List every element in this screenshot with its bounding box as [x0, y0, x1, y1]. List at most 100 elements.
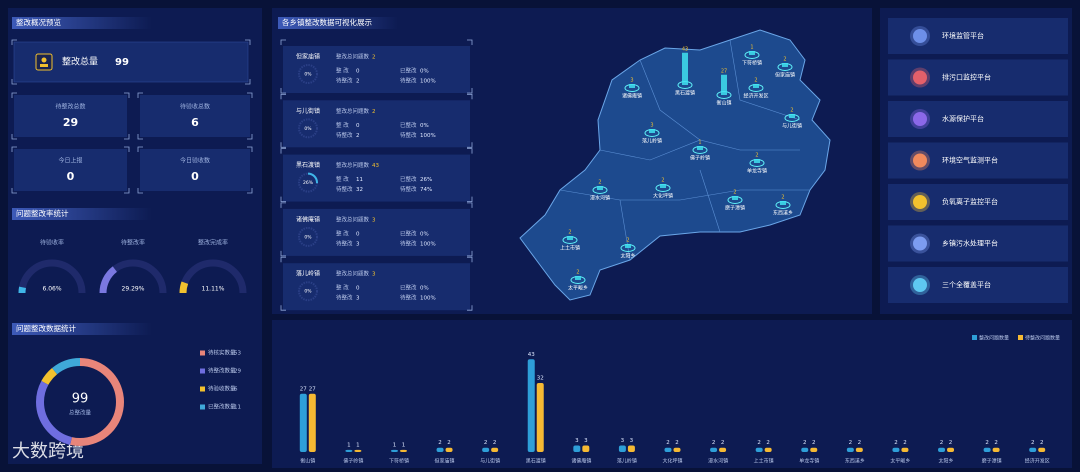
section-title: 整改概况预览	[16, 17, 61, 27]
town-card	[283, 154, 470, 202]
map-pin	[660, 184, 666, 188]
row-label: 整 改	[336, 229, 349, 237]
platform-name: 环境监管平台	[942, 31, 984, 40]
map-pin-label: 与儿街镇	[782, 123, 802, 130]
town-card	[283, 46, 470, 93]
x-tick-label: 经济开发区	[1025, 458, 1050, 465]
gauge-track	[18, 259, 86, 294]
bar	[855, 447, 863, 452]
row-label: 已整改	[400, 284, 417, 292]
x-tick-label: 与儿街镇	[480, 458, 500, 465]
legend-swatch	[1018, 335, 1023, 340]
stat-box	[140, 95, 250, 137]
platform-name: 环境空气监测平台	[942, 156, 998, 165]
total-value: 99	[115, 57, 129, 68]
row-label: 已整改	[400, 229, 417, 237]
bar	[527, 359, 535, 452]
bar	[345, 449, 353, 452]
legend-value: 53	[234, 351, 241, 357]
donut-total-label: 总整改量	[69, 409, 92, 417]
bar-value-label: 2	[985, 440, 989, 446]
x-tick-label: 上土市镇	[754, 458, 774, 465]
legend-value: 29	[234, 369, 241, 375]
town-name: 与儿街镇	[296, 107, 320, 115]
map-pin-value: 1	[750, 45, 753, 51]
bar-panel	[272, 320, 1072, 468]
stat-box	[140, 149, 250, 191]
stat-value: 6	[191, 116, 199, 129]
corner-marks	[280, 39, 473, 94]
x-tick-label: 太平畈乡	[890, 458, 910, 465]
map-pin-value: 2	[790, 108, 793, 114]
row-value: 74%	[420, 187, 432, 193]
town-card	[283, 100, 470, 148]
bar-value-label: 1	[402, 442, 406, 448]
stat-label: 今日验收数	[180, 157, 210, 165]
stat-value: 0	[67, 170, 75, 183]
bar	[445, 447, 453, 452]
bar	[755, 447, 763, 452]
watermark: 大数跨境	[12, 441, 84, 462]
bar-value-label: 2	[438, 440, 442, 446]
legend-value: 11	[234, 405, 241, 411]
bar	[992, 447, 1000, 452]
legend-name: 待整改数量	[208, 367, 236, 375]
bar	[710, 447, 718, 452]
stat-value: 0	[191, 170, 199, 183]
total-value: 2	[372, 55, 376, 61]
row-value: 32	[356, 187, 363, 193]
legend-name: 待核实数量	[208, 349, 236, 357]
bar-value-label: 2	[1031, 440, 1035, 446]
map-pin	[649, 129, 655, 133]
row-label: 待整改	[336, 294, 353, 302]
total-label: 整改总问题数	[336, 107, 370, 115]
town-name: 黑石渡镇	[296, 161, 320, 169]
map-borders	[559, 39, 810, 261]
row-value: 0%	[420, 123, 429, 129]
ring-label: 26%	[303, 180, 314, 186]
gauge-value-label: 11.11%	[202, 286, 225, 293]
total-label: 整改总问题数	[336, 53, 370, 61]
map-pin-label: 下符桥镇	[742, 60, 762, 67]
map-pin	[749, 51, 755, 55]
legend-swatch	[200, 386, 205, 392]
map-pin-value: 2	[755, 153, 758, 159]
map-pin	[753, 84, 759, 88]
map-pin	[697, 146, 703, 150]
x-tick-label: 东西溪乡	[845, 458, 865, 465]
row-value: 0%	[420, 231, 429, 237]
ring-label: 0%	[304, 289, 312, 295]
row-value: 100%	[420, 241, 436, 247]
legend-swatch	[972, 335, 977, 340]
left-panel	[8, 8, 262, 464]
ring-track	[298, 64, 318, 84]
bar-value-label: 3	[630, 438, 634, 444]
corner-marks	[280, 148, 473, 202]
total-value: 2	[372, 109, 376, 115]
map-pin	[597, 186, 603, 190]
map-pin	[567, 236, 573, 240]
gauge-track	[179, 259, 247, 294]
row-value: 26%	[420, 177, 432, 183]
gauge-label: 待整改率	[121, 239, 145, 247]
gauge-value	[99, 266, 118, 294]
x-tick-label: 佛子岭镇	[343, 458, 363, 465]
bar-value-label: 2	[849, 440, 853, 446]
row-value: 0	[356, 286, 360, 292]
row-value: 0	[356, 123, 360, 129]
bar	[582, 445, 590, 452]
gauge-label: 整改完成率	[198, 239, 228, 247]
map-pin	[682, 52, 688, 85]
platform-name: 负氧离子监控平台	[942, 197, 998, 206]
x-tick-label: 磨子潭镇	[982, 458, 1002, 465]
bar	[354, 449, 362, 452]
bar-value-label: 2	[493, 440, 497, 446]
map-pin-label: 黑石渡镇	[675, 90, 695, 97]
map-pin-label: 但家庙镇	[775, 72, 795, 79]
map-pin-label: 衡山镇	[716, 100, 731, 107]
map-pin-label: 东西溪乡	[773, 210, 793, 217]
platform-name: 三个全覆盖平台	[942, 280, 991, 289]
platform-name: 乡镇污水处理平台	[942, 239, 998, 248]
map-pin	[782, 63, 788, 67]
